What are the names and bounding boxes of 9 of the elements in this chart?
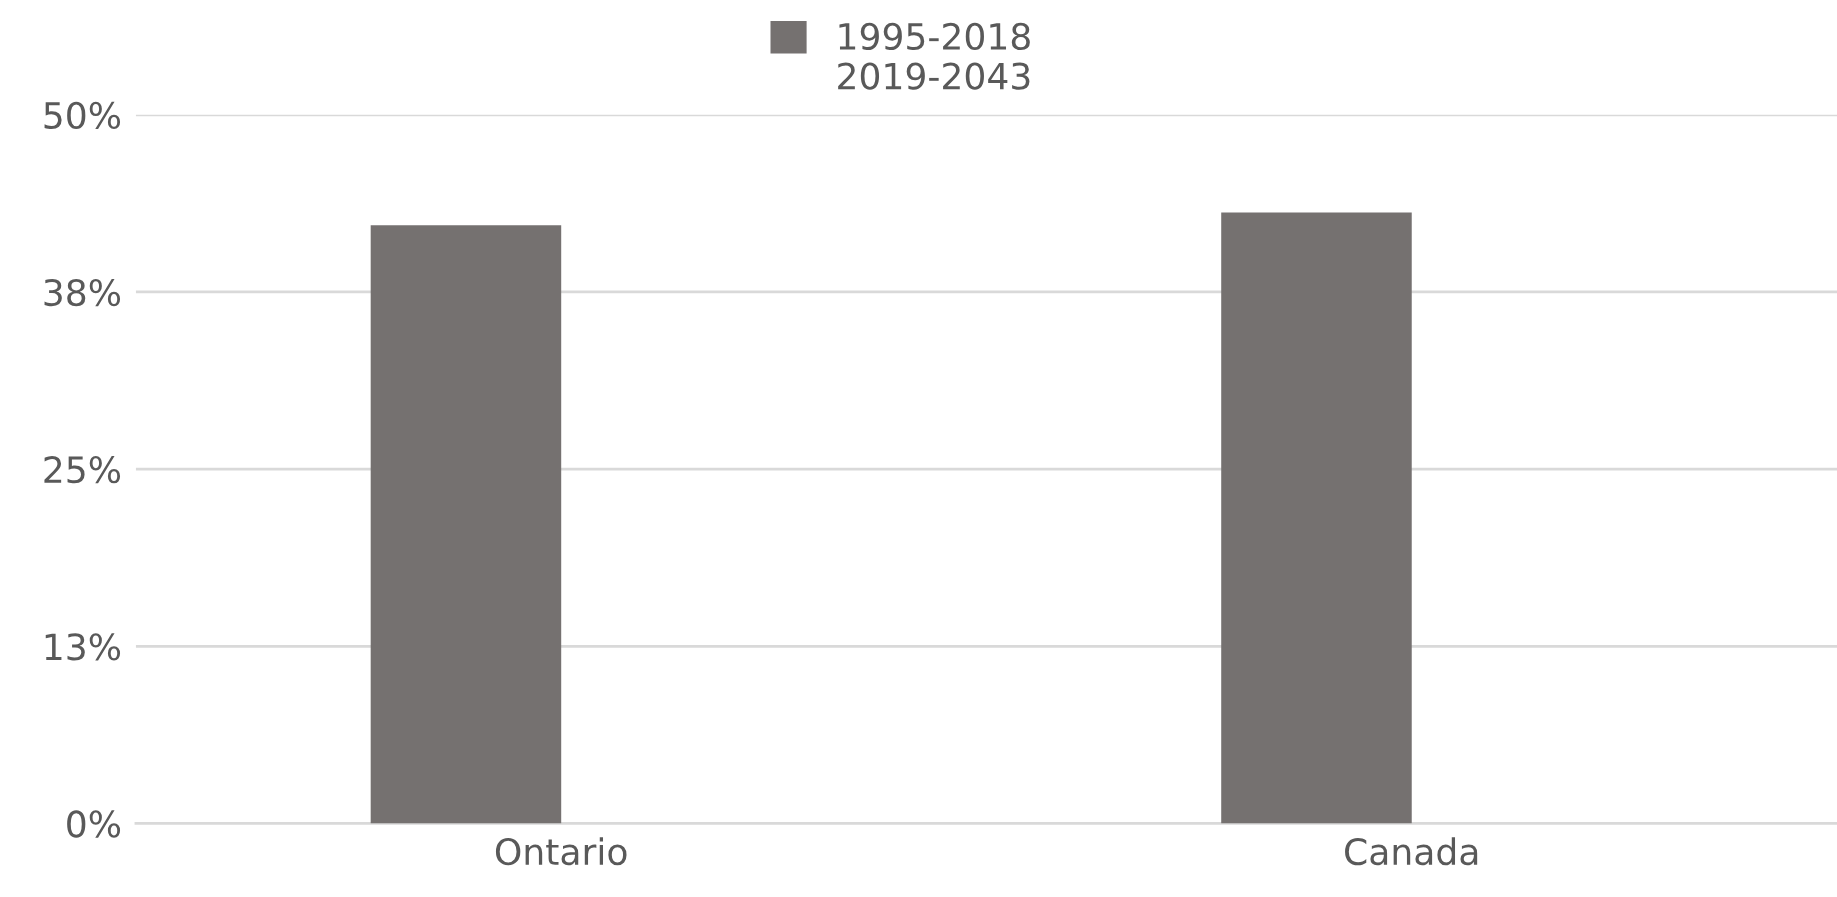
y-tick-label: 50% xyxy=(44,101,121,130)
x-tick-label: Ontario xyxy=(495,837,627,866)
y-tick-label: 25% xyxy=(44,456,121,484)
y-tick-label: 38% xyxy=(44,278,121,307)
y-tick-label: 13% xyxy=(45,633,121,661)
text: 2019-2043 xyxy=(838,62,1030,90)
x-tick-label: Canada xyxy=(1345,837,1478,866)
y-tick-label: 0% xyxy=(67,810,121,838)
legend-label: 1995-2018 xyxy=(839,22,1030,51)
